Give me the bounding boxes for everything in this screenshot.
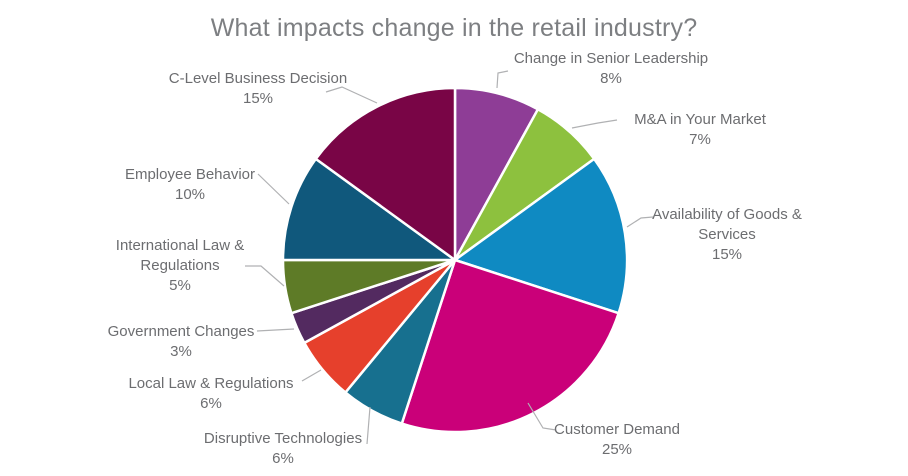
slice-label-text: M&A in Your Market [634, 111, 766, 128]
leader-line-c-level-business-decision [325, 86, 378, 104]
leader-line-local-law-regulations [301, 369, 322, 382]
slice-label-text: C-Level Business Decision [168, 70, 348, 87]
slice-label-text: Availability of Goods & Services [652, 206, 802, 243]
slice-label-value: 3% [170, 343, 192, 360]
slice-label-employee-behavior: Employee Behavior 10% [90, 165, 290, 205]
leader-line-international-law-regulations [245, 265, 285, 287]
pie-slice-c-level-business-decision [314, 86, 457, 262]
slice-label-value: 5% [169, 277, 191, 294]
slice-label-value: 25% [601, 441, 633, 458]
leader-line-employee-behavior [257, 173, 290, 205]
slice-label-change-in-senior-leadership: Change in Senior Leadership 8% [501, 49, 721, 89]
slice-label-international-law-regulations: International Law & Regulations 5% [114, 236, 246, 296]
slice-label-disruptive-technologies: Disruptive Technologies 6% [173, 429, 393, 469]
slice-label-value: 7% [689, 131, 711, 148]
slice-label-value: 6% [272, 450, 294, 467]
slice-label-customer-demand: Customer Demand 25% [517, 420, 717, 460]
leader-line-m-a-in-your-market [571, 119, 618, 129]
pie-slice-employee-behavior [281, 157, 457, 262]
slice-label-value: 10% [174, 186, 206, 203]
slice-label-text: Employee Behavior [124, 166, 256, 183]
leader-line-government-changes [256, 328, 295, 332]
slice-label-value: 15% [242, 90, 274, 107]
slice-label-availability-of-goods-services: Availability of Goods & Services 15% [642, 205, 812, 265]
slice-label-text: International Law & Regulations [115, 237, 245, 274]
slice-label-local-law-regulations: Local Law & Regulations 6% [101, 374, 321, 414]
slice-label-value: 15% [711, 246, 743, 263]
slice-label-m-a-in-your-market: M&A in Your Market 7% [600, 110, 800, 150]
leader-line-availability-of-goods-services [626, 216, 654, 228]
leader-line-disruptive-technologies [366, 406, 371, 445]
slice-label-text: Government Changes [107, 323, 255, 340]
slice-label-text: Customer Demand [554, 421, 680, 438]
pie-slice-customer-demand [400, 258, 620, 434]
leader-line-change-in-senior-leadership [496, 70, 509, 89]
leader-line-customer-demand [527, 402, 557, 431]
slice-label-c-level-business-decision: C-Level Business Decision 15% [138, 69, 378, 109]
slice-label-government-changes: Government Changes 3% [81, 322, 281, 362]
chart-title: What impacts change in the retail indust… [210, 14, 698, 42]
slice-label-value: 6% [200, 395, 222, 412]
slice-label-text: Local Law & Regulations [128, 375, 294, 392]
slice-label-value: 8% [600, 70, 622, 87]
slice-label-text: Disruptive Technologies [203, 430, 363, 447]
pie-slice-availability-of-goods-services [453, 157, 629, 315]
slice-label-text: Change in Senior Leadership [513, 50, 709, 67]
